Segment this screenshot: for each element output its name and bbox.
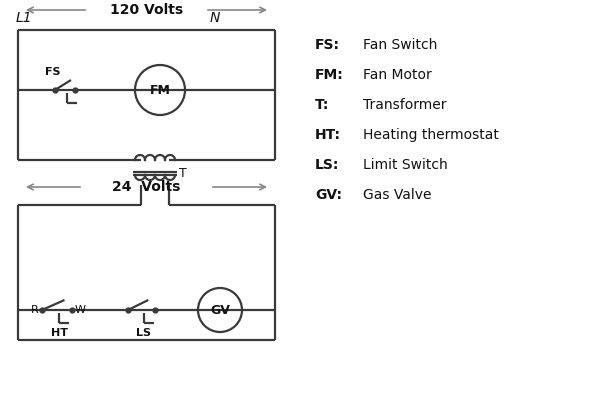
Text: Fan Motor: Fan Motor [363,68,432,82]
Text: Transformer: Transformer [363,98,447,112]
Text: T: T [179,167,187,180]
Text: W: W [75,305,86,315]
Text: Limit Switch: Limit Switch [363,158,448,172]
Text: FS: FS [45,67,61,77]
Text: T:: T: [315,98,329,112]
Text: 24  Volts: 24 Volts [112,180,181,194]
Text: GV:: GV: [315,188,342,202]
Text: GV: GV [210,304,230,316]
Text: Heating thermostat: Heating thermostat [363,128,499,142]
Text: R: R [31,305,39,315]
Text: Gas Valve: Gas Valve [363,188,431,202]
Text: FS:: FS: [315,38,340,52]
Text: FM: FM [149,84,171,96]
Text: Fan Switch: Fan Switch [363,38,437,52]
Text: L1: L1 [16,11,32,25]
Text: HT:: HT: [315,128,341,142]
Text: HT: HT [51,328,67,338]
Text: LS:: LS: [315,158,339,172]
Text: N: N [210,11,221,25]
Text: 120 Volts: 120 Volts [110,3,183,17]
Text: FM:: FM: [315,68,344,82]
Text: LS: LS [136,328,151,338]
